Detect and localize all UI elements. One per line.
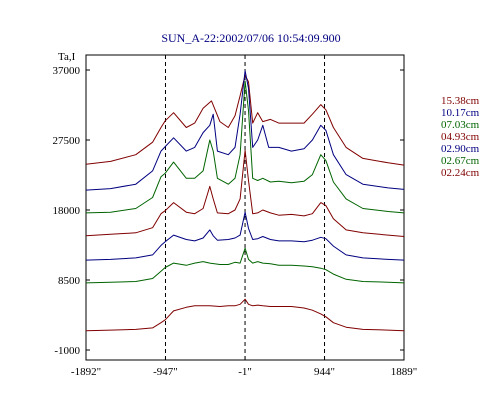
- x-axis-ticks: -1892" -947" -1" 944" 1889": [71, 356, 417, 378]
- series-line-2: [85, 80, 405, 214]
- legend-entry: 02.90cm: [441, 143, 480, 155]
- series-line-3: [85, 149, 405, 237]
- y-axis-label: Ta,I: [58, 51, 76, 63]
- series-line-5: [85, 247, 405, 284]
- y-tick-label: 27500: [53, 135, 81, 147]
- series-line-4: [85, 211, 405, 261]
- chart-title: SUN_A-22:2002/07/06 10:54:09.900: [161, 31, 340, 45]
- legend-entry: 02.24cm: [441, 167, 480, 179]
- legend-entry: 07.03cm: [441, 119, 480, 131]
- legend-entry: 10.17cm: [441, 107, 480, 119]
- y-axis-ticks: 37000 27500 18000 8500 -1000: [53, 65, 404, 357]
- legend: 15.38cm10.17cm07.03cm04.93cm02.90cm02.67…: [441, 95, 480, 179]
- x-tick-label: -947": [153, 366, 178, 378]
- legend-entry: 15.38cm: [441, 95, 480, 107]
- x-tick-label: -1": [238, 366, 252, 378]
- x-tick-label: 1889": [391, 366, 418, 378]
- y-tick-label: -1000: [54, 345, 80, 357]
- x-tick-label: -1892": [71, 366, 101, 378]
- y-tick-label: 18000: [53, 205, 81, 217]
- series-line-6: [85, 298, 405, 332]
- series-line-1: [85, 70, 405, 191]
- legend-entry: 04.93cm: [441, 131, 480, 143]
- y-tick-label: 37000: [53, 65, 81, 77]
- series-layer: [85, 70, 405, 332]
- x-tick-label: 944": [314, 366, 335, 378]
- y-tick-label: 8500: [58, 275, 81, 287]
- legend-entry: 02.67cm: [441, 155, 480, 167]
- reference-lines: [164, 55, 326, 360]
